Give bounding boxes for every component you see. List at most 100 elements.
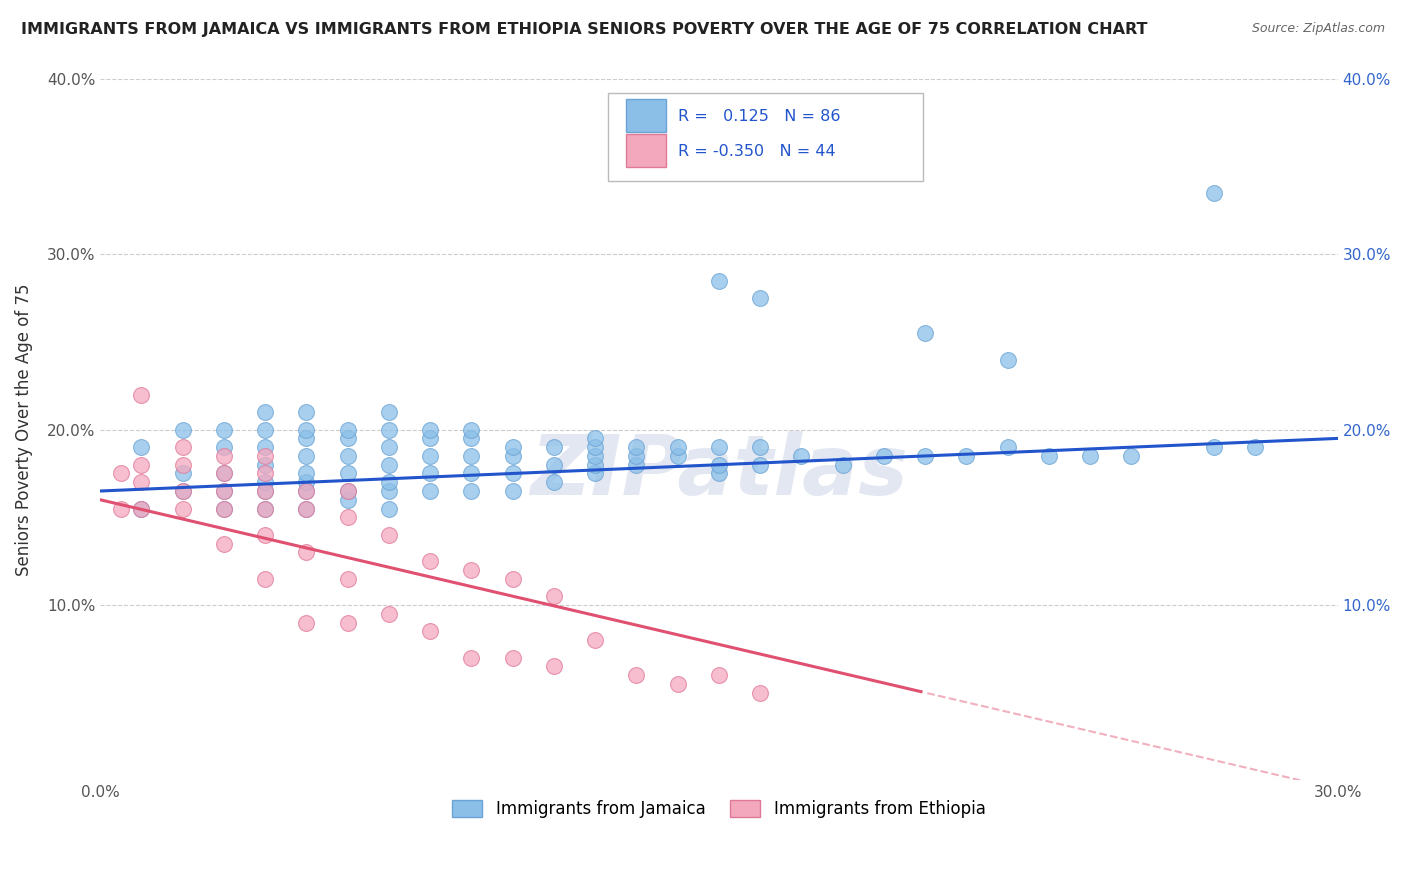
Point [110,501,132,516]
Point [790,449,813,463]
Point [254,467,277,481]
Point [336,572,359,586]
Point [378,528,401,542]
Point [749,291,772,305]
Point [172,458,194,472]
Point [460,467,482,481]
Text: R = -0.350   N = 44: R = -0.350 N = 44 [678,144,835,159]
Point [212,440,235,454]
Point [583,467,606,481]
Point [212,501,235,516]
Point [336,483,359,498]
Legend: Immigrants from Jamaica, Immigrants from Ethiopia: Immigrants from Jamaica, Immigrants from… [446,793,993,824]
Point [212,467,235,481]
FancyBboxPatch shape [626,135,665,167]
Point [378,405,401,419]
Point [254,483,277,498]
Point [997,352,1019,367]
Point [212,501,235,516]
Point [626,668,648,682]
Point [997,440,1019,454]
Point [626,440,648,454]
Point [336,449,359,463]
Point [419,431,441,445]
Point [378,440,401,454]
Point [336,431,359,445]
Point [172,423,194,437]
Point [831,458,853,472]
Point [502,650,524,665]
Point [131,501,153,516]
Point [666,677,689,691]
Point [502,440,524,454]
Point [295,431,318,445]
Point [295,475,318,490]
Point [212,449,235,463]
FancyBboxPatch shape [607,93,924,181]
Point [543,458,565,472]
Point [336,492,359,507]
Point [131,458,153,472]
Point [172,483,194,498]
Point [1121,449,1143,463]
Point [254,405,277,419]
Point [254,440,277,454]
Point [419,449,441,463]
Text: ZIPatlas: ZIPatlas [530,431,908,512]
Point [295,501,318,516]
Point [295,483,318,498]
Point [419,624,441,639]
Point [749,458,772,472]
Point [378,607,401,621]
Point [254,501,277,516]
Point [626,458,648,472]
Point [707,440,730,454]
Point [749,685,772,699]
Point [460,431,482,445]
Point [254,528,277,542]
Point [212,483,235,498]
Point [583,449,606,463]
Point [295,501,318,516]
Point [502,467,524,481]
Point [254,501,277,516]
Point [172,501,194,516]
Point [110,467,132,481]
Point [955,449,977,463]
Point [131,501,153,516]
Point [460,423,482,437]
Y-axis label: Seniors Poverty Over the Age of 75: Seniors Poverty Over the Age of 75 [15,284,32,576]
Point [1078,449,1101,463]
Point [336,423,359,437]
Point [1202,186,1225,200]
Point [131,387,153,401]
Point [543,440,565,454]
Point [212,536,235,550]
Point [254,483,277,498]
Point [1244,440,1267,454]
Point [254,449,277,463]
FancyBboxPatch shape [626,99,665,132]
Text: IMMIGRANTS FROM JAMAICA VS IMMIGRANTS FROM ETHIOPIA SENIORS POVERTY OVER THE AGE: IMMIGRANTS FROM JAMAICA VS IMMIGRANTS FR… [21,22,1147,37]
Point [295,449,318,463]
Point [460,563,482,577]
Point [419,483,441,498]
Point [295,545,318,559]
Point [336,467,359,481]
Point [502,572,524,586]
Point [583,440,606,454]
Point [295,483,318,498]
Point [419,554,441,568]
Point [172,483,194,498]
Point [583,431,606,445]
Point [1038,449,1060,463]
Point [378,423,401,437]
Point [212,467,235,481]
Point [254,423,277,437]
Point [378,483,401,498]
Point [378,475,401,490]
Point [707,458,730,472]
Point [543,475,565,490]
Point [336,510,359,524]
Point [583,633,606,648]
